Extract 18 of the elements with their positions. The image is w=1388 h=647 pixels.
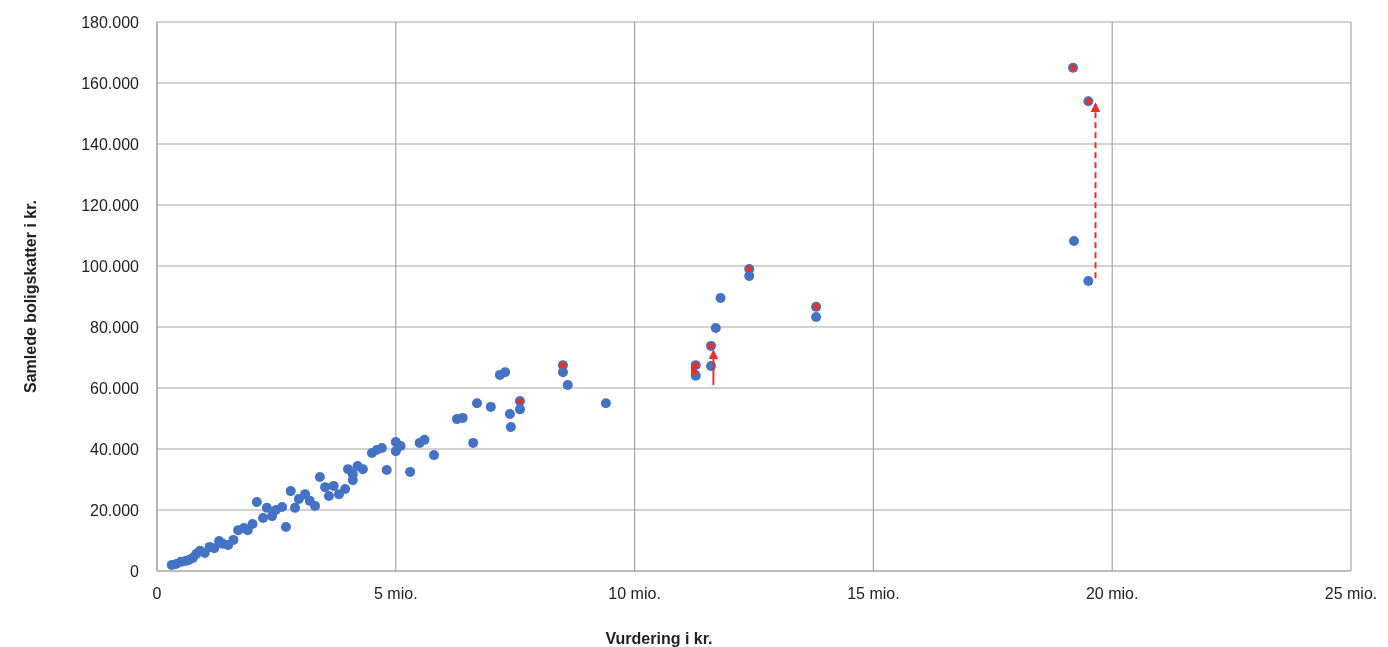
- x-tick-label: 0: [152, 585, 162, 602]
- y-tick-label: 60.000: [90, 379, 140, 397]
- x-axis-title: Vurdering i kr.: [605, 630, 713, 647]
- y-tick-label: 100.000: [81, 257, 140, 275]
- y-tick-label: 120.000: [81, 196, 140, 214]
- x-tick-label: 10 mio.: [608, 585, 661, 602]
- y-tick-label: 160.000: [81, 74, 140, 92]
- y-tick-label: 180.000: [81, 13, 140, 31]
- x-tick-label: 5 mio.: [374, 585, 418, 602]
- y-axis-title: Samlede boligskatter i kr.: [22, 200, 39, 393]
- x-tick-label: 25 mio.: [1324, 585, 1378, 602]
- y-tick-label: 140.000: [81, 135, 140, 153]
- y-tick-label: 0: [130, 562, 140, 580]
- y-tick-label: 40.000: [90, 440, 140, 458]
- x-tick-label: 15 mio.: [847, 585, 900, 602]
- x-tick-label: 20 mio.: [1085, 585, 1139, 602]
- y-tick-label: 20.000: [90, 501, 140, 519]
- y-tick-label: 80.000: [90, 318, 140, 336]
